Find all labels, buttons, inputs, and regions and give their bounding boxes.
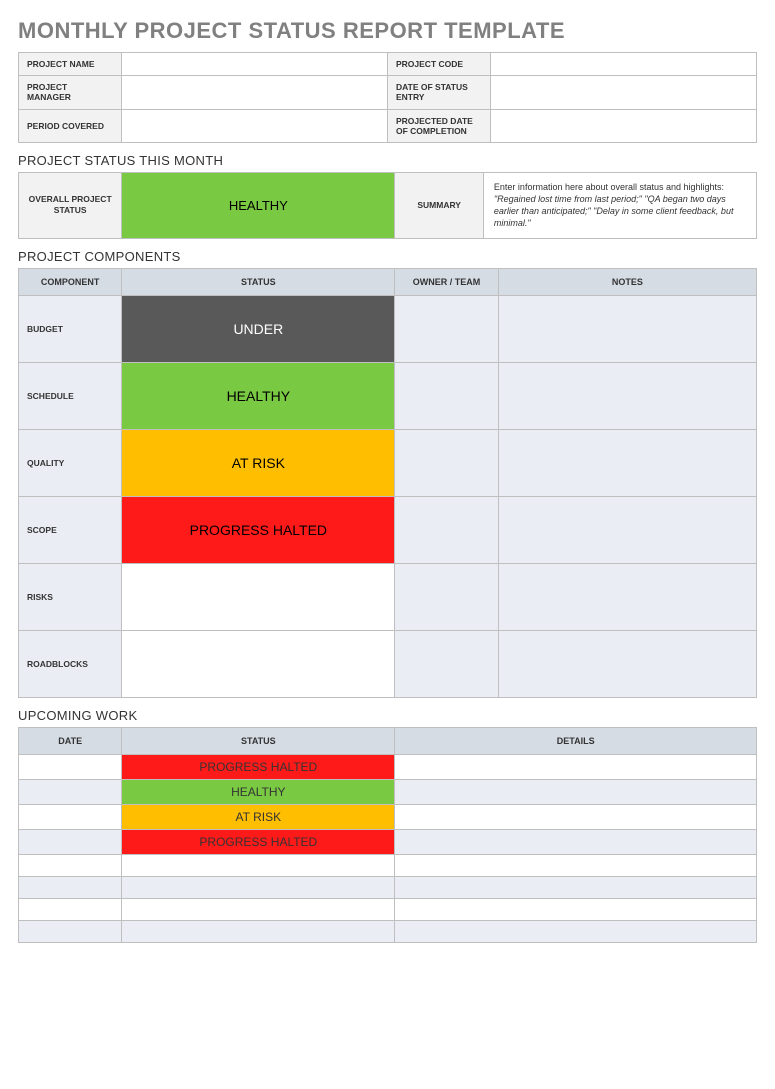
overall-status-label: OVERALL PROJECT STATUS <box>19 172 122 238</box>
components-col-header: COMPONENT <box>19 268 122 295</box>
component-status <box>122 630 395 697</box>
upcoming-table: DATESTATUSDETAILS PROGRESS HALTEDHEALTHY… <box>18 727 757 943</box>
summary-label: SUMMARY <box>395 172 484 238</box>
upcoming-date[interactable] <box>19 779 122 804</box>
upcoming-status: HEALTHY <box>122 779 395 804</box>
info-value[interactable] <box>122 76 388 109</box>
upcoming-details[interactable] <box>395 829 757 854</box>
info-label: PROJECT MANAGER <box>19 76 122 109</box>
info-label: DATE OF STATUS ENTRY <box>387 76 490 109</box>
upcoming-status <box>122 876 395 898</box>
component-status: UNDER <box>122 295 395 362</box>
component-label: QUALITY <box>19 429 122 496</box>
info-label: PROJECTED DATE OF COMPLETION <box>387 109 490 142</box>
components-col-header: OWNER / TEAM <box>395 268 498 295</box>
info-label: PROJECT CODE <box>387 53 490 76</box>
upcoming-status <box>122 920 395 942</box>
upcoming-details[interactable] <box>395 804 757 829</box>
info-value[interactable] <box>122 53 388 76</box>
upcoming-col-header: STATUS <box>122 727 395 754</box>
info-value[interactable] <box>491 53 757 76</box>
component-label: ROADBLOCKS <box>19 630 122 697</box>
info-label: PERIOD COVERED <box>19 109 122 142</box>
upcoming-date[interactable] <box>19 804 122 829</box>
upcoming-date[interactable] <box>19 876 122 898</box>
components-heading: PROJECT COMPONENTS <box>18 249 757 264</box>
upcoming-status: AT RISK <box>122 804 395 829</box>
upcoming-col-header: DATE <box>19 727 122 754</box>
component-owner[interactable] <box>395 630 498 697</box>
upcoming-date[interactable] <box>19 854 122 876</box>
upcoming-status <box>122 854 395 876</box>
upcoming-date[interactable] <box>19 920 122 942</box>
upcoming-date[interactable] <box>19 898 122 920</box>
component-owner[interactable] <box>395 429 498 496</box>
component-owner[interactable] <box>395 362 498 429</box>
components-table: COMPONENTSTATUSOWNER / TEAMNOTES BUDGETU… <box>18 268 757 698</box>
component-status <box>122 563 395 630</box>
upcoming-details[interactable] <box>395 898 757 920</box>
summary-text: Enter information here about overall sta… <box>483 172 756 238</box>
upcoming-date[interactable] <box>19 754 122 779</box>
component-notes[interactable] <box>498 362 756 429</box>
component-label: SCOPE <box>19 496 122 563</box>
status-month-heading: PROJECT STATUS THIS MONTH <box>18 153 757 168</box>
page-title: MONTHLY PROJECT STATUS REPORT TEMPLATE <box>18 18 757 44</box>
info-value[interactable] <box>491 76 757 109</box>
upcoming-status: PROGRESS HALTED <box>122 754 395 779</box>
component-status: HEALTHY <box>122 362 395 429</box>
info-value[interactable] <box>122 109 388 142</box>
component-notes[interactable] <box>498 563 756 630</box>
upcoming-status <box>122 898 395 920</box>
summary-italic: "Regained lost time from last period;" "… <box>494 194 734 228</box>
component-label: SCHEDULE <box>19 362 122 429</box>
components-col-header: NOTES <box>498 268 756 295</box>
component-status: PROGRESS HALTED <box>122 496 395 563</box>
status-month-table: OVERALL PROJECT STATUS HEALTHY SUMMARY E… <box>18 172 757 239</box>
component-notes[interactable] <box>498 295 756 362</box>
upcoming-details[interactable] <box>395 876 757 898</box>
project-info-table: PROJECT NAME PROJECT CODE PROJECT MANAGER D… <box>18 52 757 143</box>
component-label: RISKS <box>19 563 122 630</box>
component-owner[interactable] <box>395 496 498 563</box>
component-owner[interactable] <box>395 295 498 362</box>
component-notes[interactable] <box>498 630 756 697</box>
component-notes[interactable] <box>498 429 756 496</box>
component-label: BUDGET <box>19 295 122 362</box>
upcoming-details[interactable] <box>395 854 757 876</box>
components-col-header: STATUS <box>122 268 395 295</box>
component-notes[interactable] <box>498 496 756 563</box>
upcoming-col-header: DETAILS <box>395 727 757 754</box>
info-value[interactable] <box>491 109 757 142</box>
summary-lead: Enter information here about overall sta… <box>494 182 724 192</box>
overall-status-value: HEALTHY <box>122 172 395 238</box>
upcoming-status: PROGRESS HALTED <box>122 829 395 854</box>
upcoming-details[interactable] <box>395 779 757 804</box>
upcoming-details[interactable] <box>395 920 757 942</box>
component-owner[interactable] <box>395 563 498 630</box>
component-status: AT RISK <box>122 429 395 496</box>
upcoming-date[interactable] <box>19 829 122 854</box>
info-label: PROJECT NAME <box>19 53 122 76</box>
upcoming-heading: UPCOMING WORK <box>18 708 757 723</box>
upcoming-details[interactable] <box>395 754 757 779</box>
